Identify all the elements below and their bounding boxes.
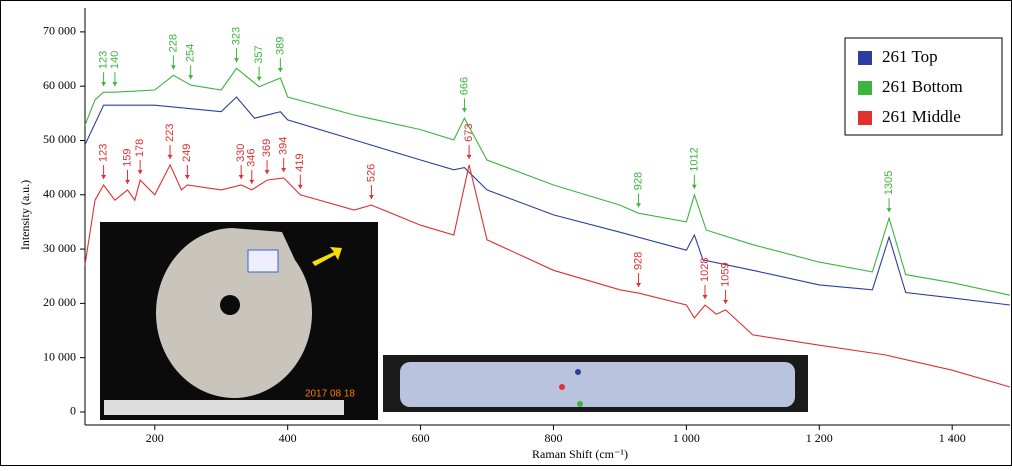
y-tick-label: 50 000: [43, 132, 76, 146]
chart: 2017 08 18 Raman Shift (cm⁻¹) Intensity …: [0, 0, 1012, 466]
peak-label: 389: [274, 37, 286, 55]
peak-label: 123: [98, 144, 110, 162]
photo-date: 2017 08 18: [305, 389, 355, 400]
photo-section: [383, 355, 808, 412]
x-tick-label: 1 200: [806, 431, 833, 445]
peak-label: 228: [167, 34, 179, 52]
y-tick-label: 40 000: [43, 187, 76, 201]
peak-label: 249: [181, 144, 193, 162]
legend-swatch: [858, 111, 872, 125]
x-tick-label: 1 000: [673, 431, 700, 445]
peak-label: 419: [294, 153, 306, 171]
legend-swatch: [858, 81, 872, 95]
y-tick-label: 30 000: [43, 241, 76, 255]
y-tick-label: 10 000: [43, 349, 76, 363]
peak-label: 323: [230, 27, 242, 45]
peak-label: 357: [253, 45, 265, 63]
x-tick-label: 800: [544, 431, 562, 445]
peak-label: 159: [121, 149, 133, 167]
peak-label: 1012: [688, 147, 700, 171]
peak-label: 369: [261, 139, 273, 157]
peak-label: 140: [109, 51, 121, 69]
y-axis-label: Intensity (a.u.): [18, 180, 32, 250]
peak-label: 526: [365, 164, 377, 182]
x-tick-label: 1 400: [939, 431, 966, 445]
peak-label: 394: [278, 137, 290, 155]
y-tick-label: 70 000: [43, 24, 76, 38]
y-tick-label: 60 000: [43, 78, 76, 92]
legend-label: 261 Top: [882, 47, 938, 66]
x-tick-label: 400: [279, 431, 297, 445]
peak-label: 178: [134, 139, 146, 157]
peak-label: 254: [185, 44, 197, 62]
peak-label: 666: [458, 77, 470, 95]
y-tick-label: 0: [70, 404, 76, 418]
x-tick-label: 200: [146, 431, 164, 445]
y-tick-label: 20 000: [43, 295, 76, 309]
peak-label: 346: [246, 149, 258, 167]
legend-swatch: [858, 51, 872, 65]
legend-label: 261 Bottom: [882, 77, 963, 96]
legend-label: 261 Middle: [882, 107, 961, 126]
x-tick-label: 600: [412, 431, 430, 445]
peak-label: 1059: [719, 262, 731, 286]
peak-label: 223: [164, 124, 176, 142]
peak-label: 673: [463, 124, 475, 142]
peak-label: 928: [632, 172, 644, 190]
peak-label: 928: [632, 252, 644, 270]
x-axis-label: Raman Shift (cm⁻¹): [532, 447, 628, 461]
peak-label: 1305: [883, 171, 895, 195]
peak-label: 123: [98, 51, 110, 69]
peak-label: 1028: [699, 258, 711, 282]
